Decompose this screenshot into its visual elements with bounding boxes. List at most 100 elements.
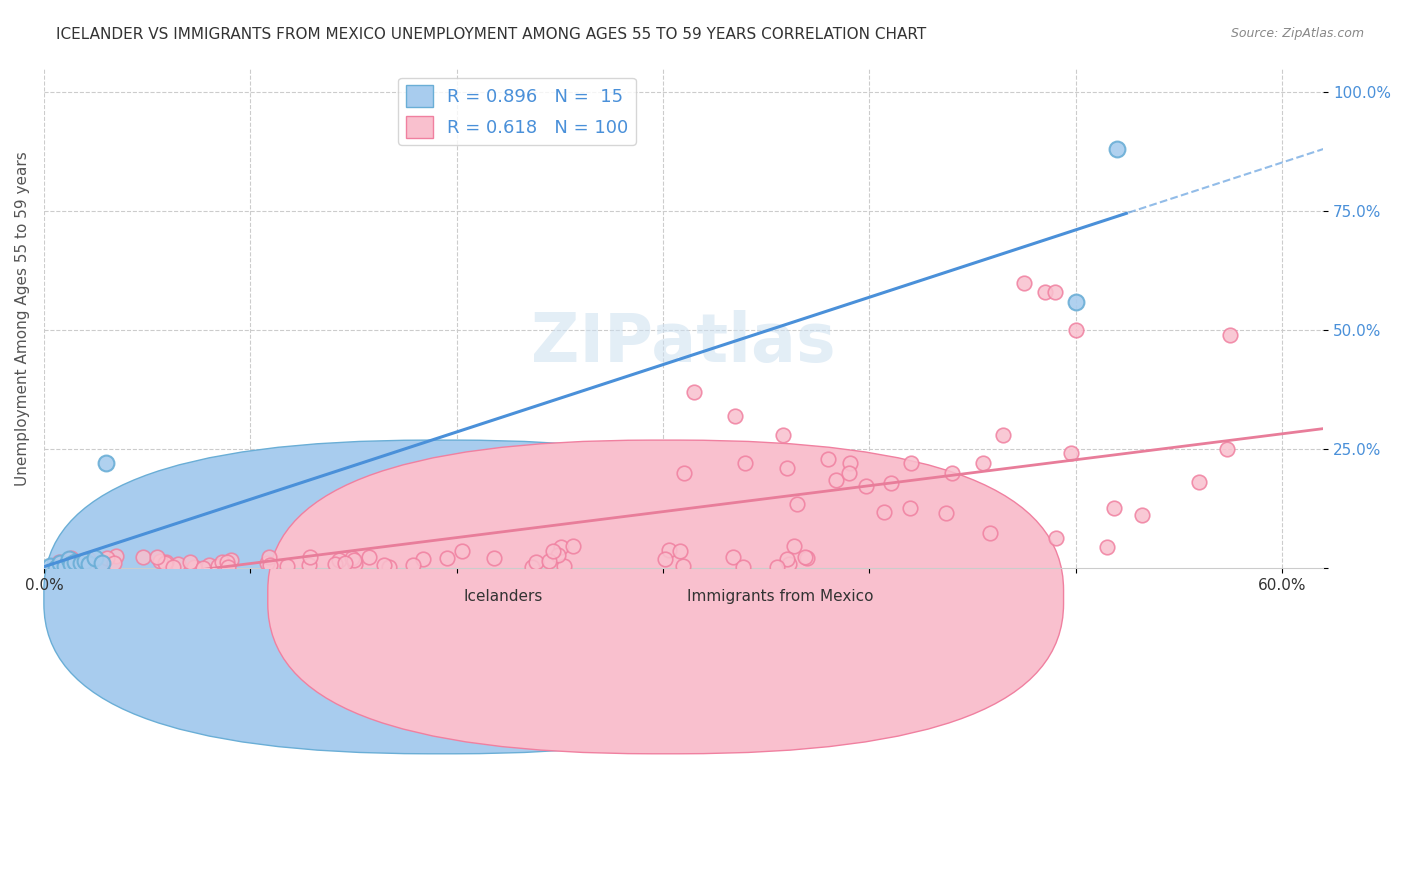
Point bbox=[668, 544, 690, 558]
Point bbox=[132, 550, 155, 565]
Point bbox=[979, 525, 1001, 540]
Point bbox=[162, 560, 184, 574]
Point bbox=[191, 561, 214, 575]
Point bbox=[105, 549, 128, 563]
Point bbox=[1064, 294, 1087, 309]
Point bbox=[219, 553, 242, 567]
Point bbox=[90, 556, 112, 570]
Point bbox=[145, 550, 167, 565]
Point bbox=[56, 558, 79, 572]
Point bbox=[1043, 285, 1066, 299]
Point bbox=[183, 559, 205, 574]
Point bbox=[211, 555, 233, 569]
Point bbox=[276, 559, 298, 574]
Point bbox=[94, 456, 117, 470]
Point bbox=[328, 552, 350, 566]
Point bbox=[333, 556, 356, 570]
Point bbox=[343, 558, 366, 572]
Point bbox=[991, 428, 1014, 442]
Point bbox=[783, 539, 806, 553]
Point bbox=[53, 558, 76, 573]
Point bbox=[298, 558, 321, 572]
Y-axis label: Unemployment Among Ages 55 to 59 years: Unemployment Among Ages 55 to 59 years bbox=[15, 151, 30, 485]
Point bbox=[343, 553, 366, 567]
Point bbox=[167, 557, 190, 571]
Point bbox=[825, 473, 848, 487]
Text: Source: ZipAtlas.com: Source: ZipAtlas.com bbox=[1230, 27, 1364, 40]
Point bbox=[1102, 501, 1125, 516]
Point bbox=[855, 479, 877, 493]
Point bbox=[215, 555, 238, 569]
Point bbox=[153, 556, 176, 570]
Point bbox=[1045, 531, 1067, 545]
Point bbox=[1188, 475, 1211, 489]
Point bbox=[257, 549, 280, 564]
Point bbox=[155, 555, 177, 569]
Point bbox=[935, 506, 957, 520]
Point bbox=[1219, 327, 1241, 342]
Point bbox=[323, 557, 346, 571]
Point bbox=[734, 456, 756, 470]
Point bbox=[58, 552, 80, 566]
Point bbox=[794, 550, 817, 565]
Point bbox=[90, 559, 112, 574]
Point bbox=[520, 559, 543, 574]
Point bbox=[672, 466, 695, 480]
Point bbox=[298, 549, 321, 564]
Point bbox=[672, 558, 695, 573]
Text: Icelanders: Icelanders bbox=[464, 589, 543, 604]
Point bbox=[1012, 276, 1035, 290]
Point bbox=[378, 560, 401, 574]
Point bbox=[359, 549, 381, 564]
Point bbox=[59, 557, 82, 571]
Text: ICELANDER VS IMMIGRANTS FROM MEXICO UNEMPLOYMENT AMONG AGES 55 TO 59 YEARS CORRE: ICELANDER VS IMMIGRANTS FROM MEXICO UNEM… bbox=[56, 27, 927, 42]
Point bbox=[553, 559, 575, 574]
Point bbox=[412, 551, 434, 566]
Point bbox=[972, 456, 994, 470]
Point bbox=[59, 557, 82, 571]
Point bbox=[1033, 285, 1056, 299]
Point bbox=[217, 560, 239, 574]
Point bbox=[524, 555, 547, 569]
Point bbox=[796, 550, 818, 565]
Point bbox=[373, 558, 395, 572]
Point bbox=[1095, 540, 1118, 554]
Point bbox=[772, 428, 794, 442]
Point bbox=[658, 543, 681, 558]
Text: Immigrants from Mexico: Immigrants from Mexico bbox=[688, 589, 875, 604]
Point bbox=[402, 558, 425, 572]
Point bbox=[1064, 323, 1087, 337]
Point bbox=[872, 505, 894, 519]
Point bbox=[786, 497, 808, 511]
Point bbox=[778, 557, 800, 571]
Point bbox=[683, 384, 706, 399]
Point bbox=[941, 466, 963, 480]
Point bbox=[451, 544, 474, 558]
Point bbox=[75, 554, 97, 568]
Point bbox=[541, 544, 564, 558]
Point bbox=[550, 541, 572, 555]
Point bbox=[45, 561, 67, 575]
Point bbox=[39, 558, 62, 573]
Point bbox=[49, 556, 72, 570]
Point bbox=[900, 501, 922, 516]
Point bbox=[776, 552, 799, 566]
Point bbox=[198, 558, 221, 572]
Point bbox=[436, 551, 458, 566]
Point bbox=[77, 551, 100, 566]
Point bbox=[482, 550, 505, 565]
Point bbox=[654, 551, 676, 566]
Point bbox=[880, 475, 903, 490]
Point bbox=[340, 550, 363, 565]
Point bbox=[84, 551, 107, 566]
Legend: R = 0.896   N =  15, R = 0.618   N = 100: R = 0.896 N = 15, R = 0.618 N = 100 bbox=[398, 78, 636, 145]
Point bbox=[70, 556, 93, 570]
Point bbox=[1105, 142, 1128, 156]
Point bbox=[731, 560, 754, 574]
Point bbox=[179, 555, 201, 569]
Point bbox=[765, 560, 787, 574]
Point bbox=[149, 554, 172, 568]
FancyBboxPatch shape bbox=[44, 440, 839, 754]
Point bbox=[48, 555, 70, 569]
Point bbox=[69, 556, 91, 570]
